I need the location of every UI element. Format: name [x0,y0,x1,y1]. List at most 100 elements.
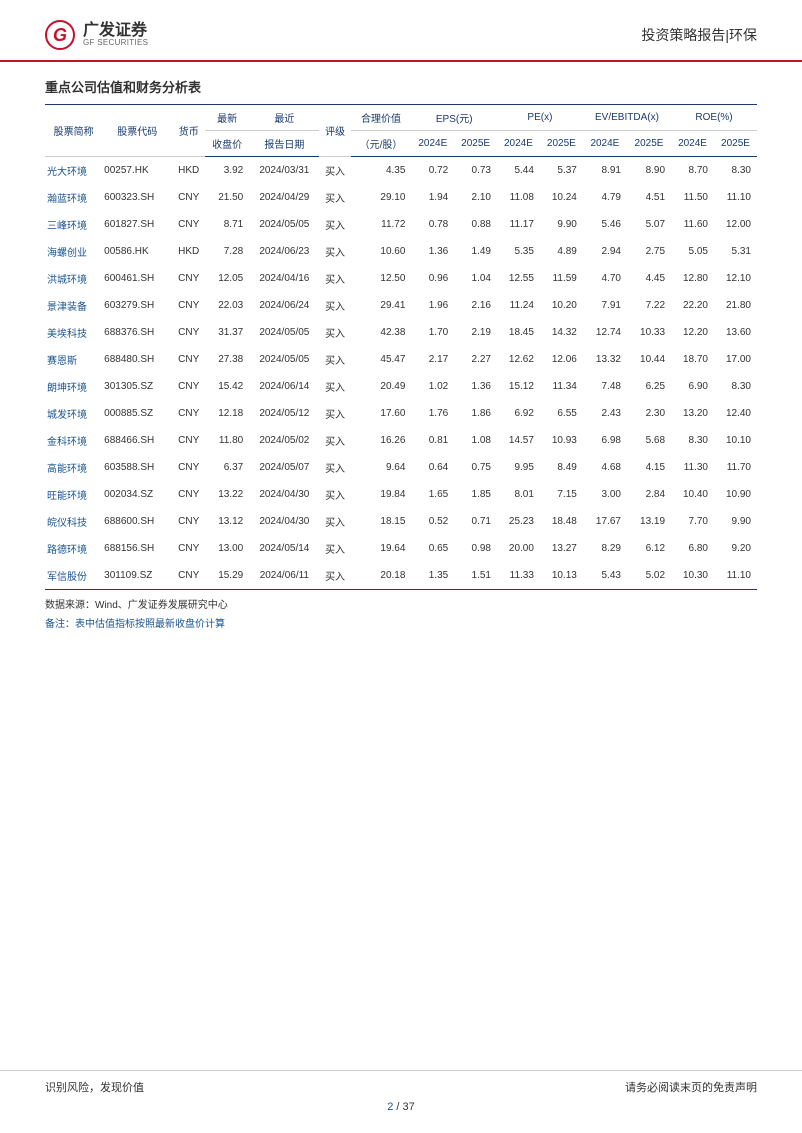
cell-rating: 买入 [319,157,350,185]
cell-fair: 18.15 [351,508,412,535]
cell-pe25: 14.32 [540,319,583,346]
cell-pe24: 18.45 [497,319,540,346]
cell-close: 8.71 [205,211,249,238]
cell-eps25: 1.08 [454,427,497,454]
cell-currency: CNY [172,319,205,346]
data-source: 数据来源：Wind、广发证券发展研究中心 [45,590,757,611]
table-row: 金科环境688466.SHCNY11.802024/05/02买入16.260.… [45,427,757,454]
cell-eps25: 2.19 [454,319,497,346]
col-rating: 评级 [319,105,350,157]
cell-rating: 买入 [319,481,350,508]
cell-close: 15.29 [205,562,249,590]
table-row: 海螺创业00586.HKHKD7.282024/06/23买入10.601.36… [45,238,757,265]
cell-ev25: 2.30 [627,400,671,427]
cell-roe24: 5.05 [671,238,714,265]
cell-pe24: 14.57 [497,427,540,454]
cell-ev24: 7.48 [583,373,627,400]
cell-name: 景津装备 [45,292,102,319]
cell-roe24: 11.30 [671,454,714,481]
col-roe-2024: 2024E [671,131,714,157]
col-pe-group: PE(x) [497,105,583,131]
data-note: 备注：表中估值指标按照最新收盘价计算 [45,611,757,630]
cell-date: 2024/04/16 [249,265,319,292]
cell-fair: 12.50 [351,265,412,292]
cell-name: 赛恩斯 [45,346,102,373]
cell-eps24: 1.76 [411,400,454,427]
cell-ev24: 7.91 [583,292,627,319]
cell-name: 洪城环境 [45,265,102,292]
cell-roe25: 9.20 [714,535,757,562]
cell-roe24: 7.70 [671,508,714,535]
cell-date: 2024/05/12 [249,400,319,427]
cell-ev25: 2.75 [627,238,671,265]
cell-eps25: 0.71 [454,508,497,535]
cell-eps25: 0.73 [454,157,497,185]
cell-ev24: 12.74 [583,319,627,346]
cell-ev25: 5.02 [627,562,671,590]
cell-eps25: 1.51 [454,562,497,590]
cell-fair: 17.60 [351,400,412,427]
cell-pe25: 11.59 [540,265,583,292]
cell-ev25: 6.25 [627,373,671,400]
cell-code: 000885.SZ [102,400,172,427]
table-row: 朗坤环境301305.SZCNY15.422024/06/14买入20.491.… [45,373,757,400]
cell-code: 603279.SH [102,292,172,319]
cell-pe25: 18.48 [540,508,583,535]
col-eps-2025: 2025E [454,131,497,157]
logo-text: 广发证券 GF SECURITIES [83,22,148,48]
cell-ev25: 4.51 [627,184,671,211]
cell-date: 2024/05/05 [249,346,319,373]
cell-rating: 买入 [319,373,350,400]
cell-roe24: 11.50 [671,184,714,211]
cell-currency: CNY [172,346,205,373]
cell-close: 12.05 [205,265,249,292]
cell-pe24: 20.00 [497,535,540,562]
cell-fair: 10.60 [351,238,412,265]
cell-eps25: 1.85 [454,481,497,508]
cell-ev24: 17.67 [583,508,627,535]
cell-close: 7.28 [205,238,249,265]
cell-date: 2024/06/11 [249,562,319,590]
cell-name: 军信股份 [45,562,102,590]
cell-roe25: 10.90 [714,481,757,508]
cell-date: 2024/06/14 [249,373,319,400]
cell-pe25: 12.06 [540,346,583,373]
cell-close: 13.00 [205,535,249,562]
cell-eps25: 2.16 [454,292,497,319]
cell-eps24: 1.65 [411,481,454,508]
cell-close: 31.37 [205,319,249,346]
cell-fair: 29.41 [351,292,412,319]
cell-close: 6.37 [205,454,249,481]
cell-currency: CNY [172,454,205,481]
cell-currency: CNY [172,535,205,562]
cell-pe24: 11.08 [497,184,540,211]
cell-fair: 20.49 [351,373,412,400]
cell-pe24: 8.01 [497,481,540,508]
cell-close: 3.92 [205,157,249,185]
cell-code: 688156.SH [102,535,172,562]
cell-ev24: 5.43 [583,562,627,590]
col-eps-2024: 2024E [411,131,454,157]
cell-ev24: 2.43 [583,400,627,427]
col-evebitda-group: EV/EBITDA(x) [583,105,671,131]
cell-currency: CNY [172,562,205,590]
cell-close: 27.38 [205,346,249,373]
cell-currency: HKD [172,157,205,185]
col-name: 股票简称 [45,105,102,157]
table-row: 三峰环境601827.SHCNY8.712024/05/05买入11.720.7… [45,211,757,238]
content: 重点公司估值和财务分析表 股票简称 股票代码 货币 最新 最近 评级 合理价值 … [0,62,802,630]
cell-fair: 45.47 [351,346,412,373]
cell-fair: 42.38 [351,319,412,346]
cell-eps24: 0.72 [411,157,454,185]
cell-roe25: 10.10 [714,427,757,454]
cell-pe25: 13.27 [540,535,583,562]
cell-code: 688466.SH [102,427,172,454]
cell-pe24: 12.62 [497,346,540,373]
cell-eps24: 1.36 [411,238,454,265]
footer-row: 识别风险，发现价值 请务必阅读末页的免责声明 [45,1079,757,1095]
cell-roe25: 11.10 [714,184,757,211]
cell-pe25: 7.15 [540,481,583,508]
cell-roe25: 12.10 [714,265,757,292]
cell-pe24: 5.44 [497,157,540,185]
cell-date: 2024/05/05 [249,211,319,238]
